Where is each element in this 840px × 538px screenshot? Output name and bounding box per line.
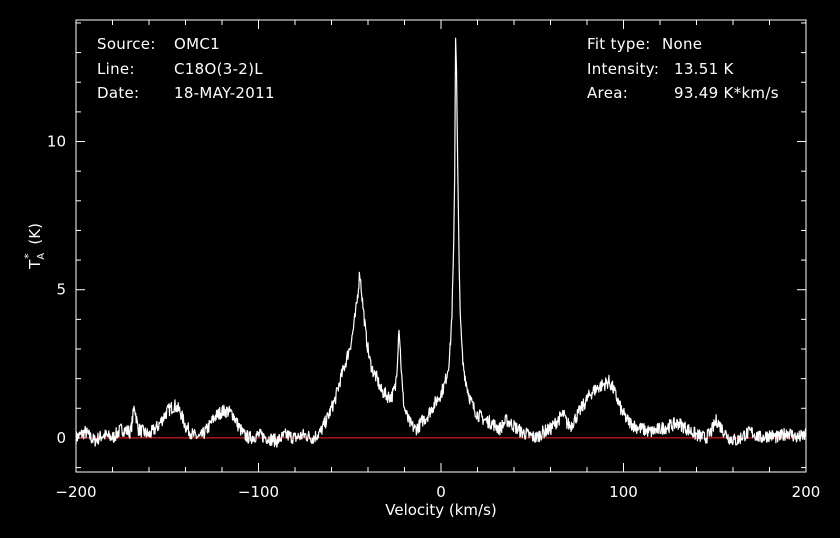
y-tick-label: 5 — [56, 281, 66, 299]
date-label: Date: — [97, 84, 140, 102]
x-tick-label: −200 — [55, 483, 96, 501]
area-value: 93.49 K*km/s — [674, 84, 779, 102]
x-tick-label: 200 — [792, 483, 821, 501]
fit-type-value: None — [662, 35, 703, 53]
y-axis-label: TA* (K) — [22, 223, 47, 270]
spectrum-line — [75, 37, 807, 448]
fit-type-label: Fit type: — [587, 35, 651, 53]
intensity-label: Intensity: — [587, 60, 660, 78]
line-label: Line: — [97, 60, 135, 78]
x-tick-label: 0 — [436, 483, 446, 501]
y-tick-label: 10 — [47, 133, 66, 151]
source-label: Source: — [97, 35, 156, 53]
svg-text:TA* (K): TA* (K) — [22, 223, 47, 270]
source-value: OMC1 — [174, 35, 220, 53]
x-axis-label: Velocity (km/s) — [385, 501, 496, 519]
y-tick-label: 0 — [56, 429, 66, 447]
date-value: 18-MAY-2011 — [174, 84, 275, 102]
area-label: Area: — [587, 84, 629, 102]
line-value: C18O(3-2)L — [174, 60, 263, 78]
intensity-value: 13.51 K — [674, 60, 734, 78]
tick-labels: −200 −100 0 100 200 0 5 10 — [47, 133, 820, 501]
x-tick-label: 100 — [609, 483, 638, 501]
x-tick-label: −100 — [238, 483, 279, 501]
